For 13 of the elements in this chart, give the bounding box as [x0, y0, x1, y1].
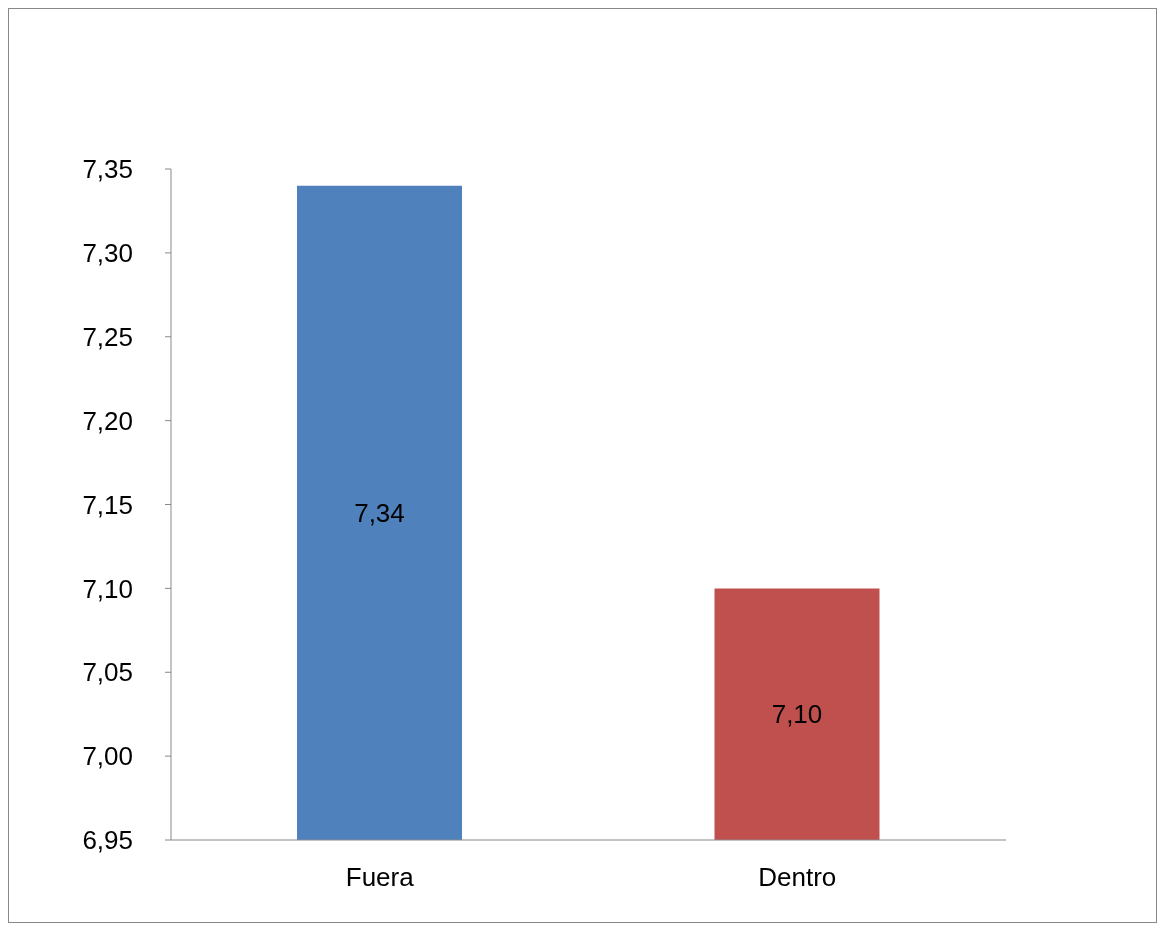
- data-label: 7,34: [354, 498, 405, 529]
- y-tick-label: 7,20: [82, 405, 133, 436]
- y-tick-label: 7,25: [82, 321, 133, 352]
- data-label: 7,10: [771, 699, 823, 730]
- x-tick-label: Dentro: [758, 862, 837, 893]
- y-tick-label: 7,35: [82, 154, 133, 185]
- y-tick-label: 7,00: [82, 741, 133, 772]
- y-tick-label: 7,15: [82, 489, 133, 520]
- y-tick-label: 7,10: [82, 573, 133, 604]
- y-tick-label: 7,05: [82, 657, 133, 688]
- y-tick-label: 7,30: [82, 238, 133, 269]
- x-tick-label: Fuera: [345, 862, 415, 893]
- y-tick-label: 6,95: [82, 825, 133, 856]
